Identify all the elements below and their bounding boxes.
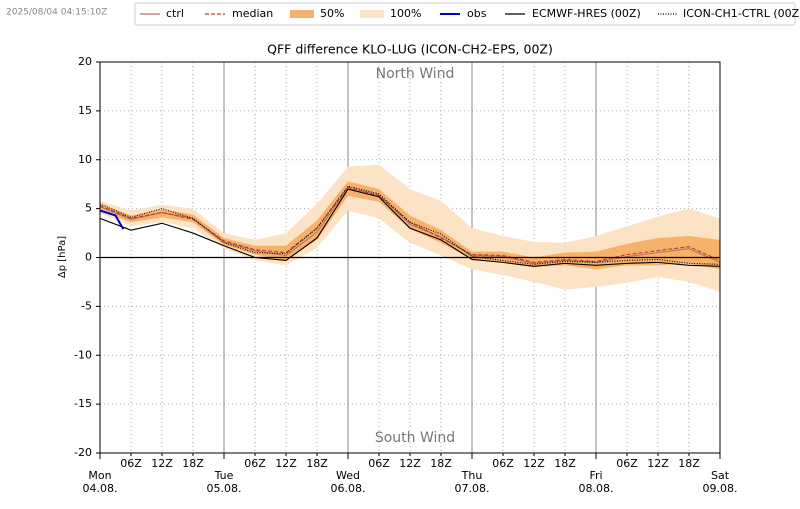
x-tick-label: 06Z xyxy=(368,457,390,470)
legend-label: ECMWF-HRES (00Z) xyxy=(532,7,641,20)
y-tick-label: 5 xyxy=(85,202,92,215)
x-tick-label: 12Z xyxy=(151,457,173,470)
y-tick-label: -10 xyxy=(74,348,92,361)
line xyxy=(99,188,721,267)
plot-frame xyxy=(99,61,721,454)
annotation: North Wind xyxy=(376,66,455,82)
band xyxy=(100,181,720,270)
legend-label: obs xyxy=(467,7,487,20)
data xyxy=(99,164,721,292)
y-tick-label: -15 xyxy=(74,397,92,410)
x-tick-label: 06Z xyxy=(120,457,142,470)
legend-swatch xyxy=(360,10,384,18)
y-axis-label: Δp [hPa] xyxy=(57,236,68,278)
x-tick-label: 12Z xyxy=(275,457,297,470)
line xyxy=(99,185,721,265)
legend-label: median xyxy=(232,7,273,20)
x-tick-label: 06Z xyxy=(616,457,638,470)
y-tick-label: 10 xyxy=(78,153,92,166)
day-label: Fri xyxy=(589,469,602,482)
legend-swatch xyxy=(290,10,314,18)
x-tick-label: 12Z xyxy=(399,457,421,470)
y-tick-label: 15 xyxy=(78,104,92,117)
x-tick-label: 18Z xyxy=(430,457,452,470)
x-tick-label: 06Z xyxy=(244,457,266,470)
x-tick-label: 18Z xyxy=(182,457,204,470)
legend-box xyxy=(134,2,796,26)
day-label: Thu xyxy=(461,469,483,482)
date-label: 09.08. xyxy=(703,482,738,495)
annotation: South Wind xyxy=(375,430,455,446)
y-tick-label: -5 xyxy=(81,299,92,312)
date-label: 08.08. xyxy=(579,482,614,495)
timestamp: 2025/08/04 04:15:10Z xyxy=(6,8,107,18)
axes: -20 -15 -10 -5 0 5 10 15 20 06Z 12Z 18Z 06Z 12Z 18Z 06Z… xyxy=(74,55,737,495)
y-tick-label: 0 xyxy=(85,251,92,264)
day-label: Sat xyxy=(711,469,730,482)
legend-label: 50% xyxy=(320,7,344,20)
x-tick-label: 12Z xyxy=(647,457,669,470)
x-tick-label: 18Z xyxy=(554,457,576,470)
date-label: 07.08. xyxy=(455,482,490,495)
day-label: Mon xyxy=(88,469,111,482)
legend-label: ICON-CH1-CTRL (00Z) xyxy=(683,7,800,20)
date-label: 05.08. xyxy=(207,482,242,495)
date-label: 06.08. xyxy=(331,482,366,495)
line xyxy=(99,209,125,230)
legend-label: ctrl xyxy=(166,7,184,20)
x-tick-label: 18Z xyxy=(306,457,328,470)
day-label: Tue xyxy=(214,469,234,482)
x-tick-label: 06Z xyxy=(492,457,514,470)
date-label: 04.08. xyxy=(83,482,118,495)
day-label: Wed xyxy=(336,469,360,482)
x-tick-label: 12Z xyxy=(523,457,545,470)
y-tick-label: -20 xyxy=(74,446,92,459)
y-tick-label: 20 xyxy=(78,55,92,68)
chart-title: QFF difference KLO-LUG (ICON-CH2-EPS, 00… xyxy=(267,42,553,57)
x-tick-label: 18Z xyxy=(678,457,700,470)
legend-label: 100% xyxy=(390,7,421,20)
